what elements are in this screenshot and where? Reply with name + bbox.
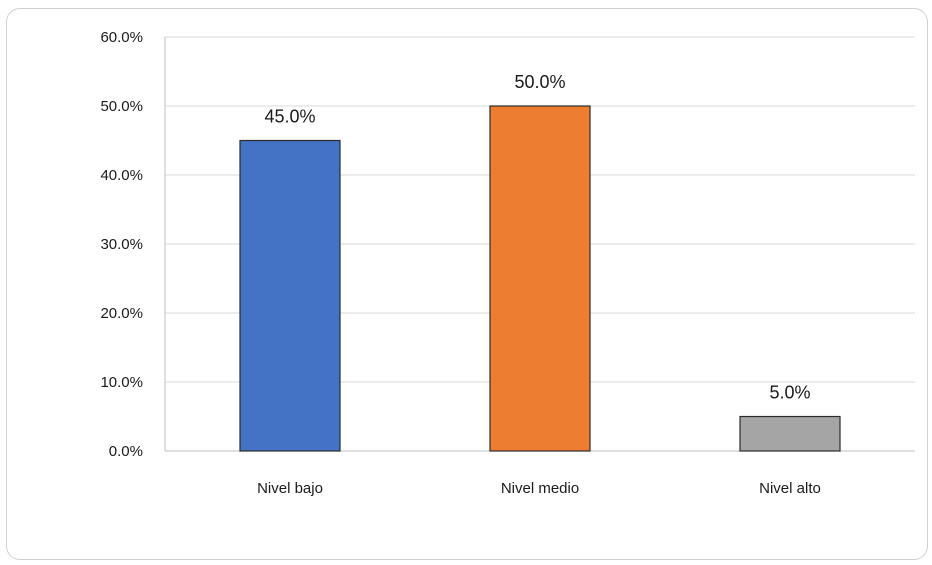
category-label: Nivel alto xyxy=(759,480,821,497)
y-tick-label: 0.0% xyxy=(109,443,143,460)
category-label: Nivel bajo xyxy=(257,480,323,497)
y-tick-label: 20.0% xyxy=(100,305,143,322)
y-tick-label: 50.0% xyxy=(100,98,143,115)
bars xyxy=(239,105,841,452)
y-tick-label: 40.0% xyxy=(100,167,143,184)
bar xyxy=(739,415,841,452)
data-label: 5.0% xyxy=(769,383,810,403)
category-label: Nivel medio xyxy=(501,480,579,497)
bar xyxy=(239,139,341,452)
y-tick-label: 30.0% xyxy=(100,236,143,253)
y-tick-label: 10.0% xyxy=(100,374,143,391)
y-tick-labels: 0.0% 10.0% 20.0% 30.0% 40.0% 50.0% 60.0% xyxy=(100,29,143,460)
category-labels: Nivel bajo Nivel medio Nivel alto xyxy=(257,480,821,497)
y-tick-label: 60.0% xyxy=(100,29,143,46)
data-label: 50.0% xyxy=(514,72,565,92)
data-label: 45.0% xyxy=(264,107,315,127)
chart-frame xyxy=(6,8,928,560)
data-labels: 45.0% 50.0% 5.0% xyxy=(264,72,810,403)
bar xyxy=(489,105,591,452)
